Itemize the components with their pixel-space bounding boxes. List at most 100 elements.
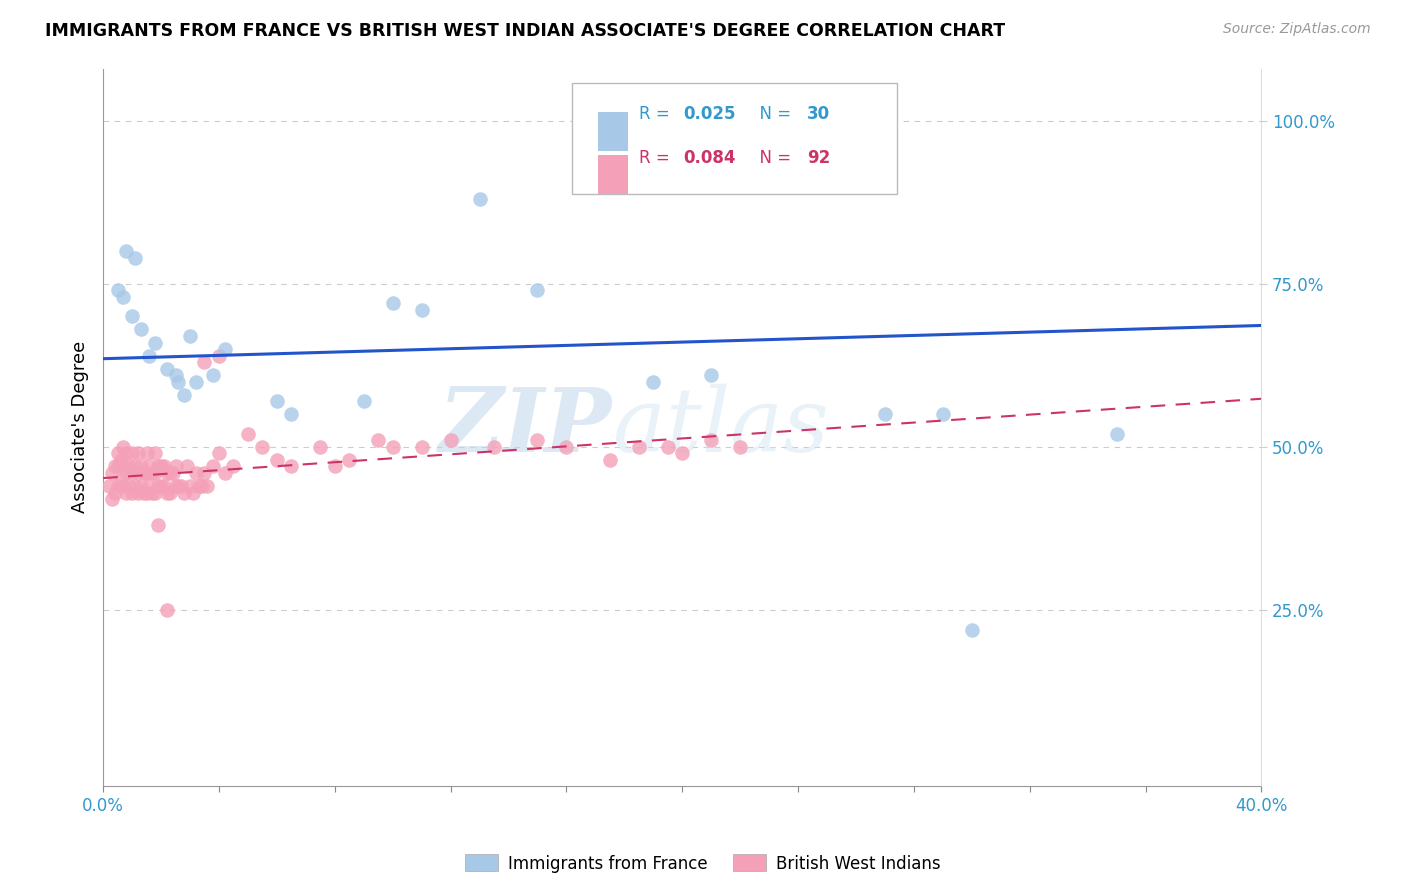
Point <box>381 296 404 310</box>
Point <box>280 459 302 474</box>
Point <box>179 329 201 343</box>
Point <box>107 446 129 460</box>
Point <box>643 375 665 389</box>
Point <box>526 434 548 448</box>
Point <box>184 375 207 389</box>
FancyBboxPatch shape <box>598 154 628 194</box>
Point <box>141 466 163 480</box>
Point <box>110 473 132 487</box>
Point <box>214 342 236 356</box>
Point <box>323 459 346 474</box>
Point <box>146 479 169 493</box>
Text: 30: 30 <box>807 105 831 123</box>
Point <box>127 466 149 480</box>
Point <box>112 459 135 474</box>
Text: 0.084: 0.084 <box>683 148 735 167</box>
Point <box>193 355 215 369</box>
Point <box>411 440 433 454</box>
Point <box>208 446 231 460</box>
FancyBboxPatch shape <box>598 112 628 151</box>
Point <box>337 453 360 467</box>
Point <box>132 466 155 480</box>
Point <box>135 466 157 480</box>
Point <box>671 446 693 460</box>
Point <box>165 479 187 493</box>
Point <box>367 434 389 448</box>
Point <box>115 244 138 259</box>
Point <box>143 466 166 480</box>
Text: atlas: atlas <box>613 384 828 471</box>
Point <box>176 459 198 474</box>
Point <box>193 466 215 480</box>
Point <box>439 434 461 448</box>
Point <box>252 440 274 454</box>
Point <box>159 466 181 480</box>
Point <box>555 440 578 454</box>
Text: IMMIGRANTS FROM FRANCE VS BRITISH WEST INDIAN ASSOCIATE'S DEGREE CORRELATION CHA: IMMIGRANTS FROM FRANCE VS BRITISH WEST I… <box>45 22 1005 40</box>
Point <box>173 388 195 402</box>
Point <box>381 440 404 454</box>
Point <box>107 479 129 493</box>
Point <box>101 466 124 480</box>
Text: Source: ZipAtlas.com: Source: ZipAtlas.com <box>1223 22 1371 37</box>
Point <box>153 459 176 474</box>
Point <box>170 479 193 493</box>
Point <box>728 440 751 454</box>
Point <box>107 459 129 474</box>
Point <box>932 407 955 421</box>
Point <box>141 485 163 500</box>
Point <box>173 485 195 500</box>
Point <box>129 322 152 336</box>
Point <box>138 479 160 493</box>
Point <box>202 368 225 383</box>
Point <box>104 485 127 500</box>
Point <box>162 466 184 480</box>
Text: ZIP: ZIP <box>439 384 613 471</box>
Point <box>104 459 127 474</box>
Point <box>121 466 143 480</box>
Point <box>222 459 245 474</box>
Point <box>124 479 146 493</box>
Point <box>208 349 231 363</box>
Point <box>214 466 236 480</box>
Text: N =: N = <box>749 105 797 123</box>
Point <box>132 485 155 500</box>
Text: 92: 92 <box>807 148 831 167</box>
Point <box>115 485 138 500</box>
Point <box>112 479 135 493</box>
Point <box>135 485 157 500</box>
Point <box>236 426 259 441</box>
Point <box>121 310 143 324</box>
Text: N =: N = <box>749 148 797 167</box>
Point <box>127 446 149 460</box>
Point <box>143 335 166 350</box>
Point <box>526 283 548 297</box>
Point <box>138 459 160 474</box>
Point <box>627 440 650 454</box>
Point <box>127 485 149 500</box>
Point <box>156 485 179 500</box>
FancyBboxPatch shape <box>572 83 897 194</box>
Point <box>202 459 225 474</box>
Point <box>118 459 141 474</box>
Point <box>468 192 491 206</box>
Point <box>124 459 146 474</box>
Point <box>156 603 179 617</box>
Point <box>353 394 375 409</box>
Point <box>184 466 207 480</box>
Point <box>156 361 179 376</box>
Point <box>150 479 173 493</box>
Point <box>309 440 332 454</box>
Point <box>181 485 204 500</box>
Point <box>179 479 201 493</box>
Point <box>115 446 138 460</box>
Point <box>112 290 135 304</box>
Point <box>112 440 135 454</box>
Point <box>150 459 173 474</box>
Point <box>129 479 152 493</box>
Point <box>135 446 157 460</box>
Point <box>165 459 187 474</box>
Point <box>146 459 169 474</box>
Point <box>146 518 169 533</box>
Point <box>167 375 190 389</box>
